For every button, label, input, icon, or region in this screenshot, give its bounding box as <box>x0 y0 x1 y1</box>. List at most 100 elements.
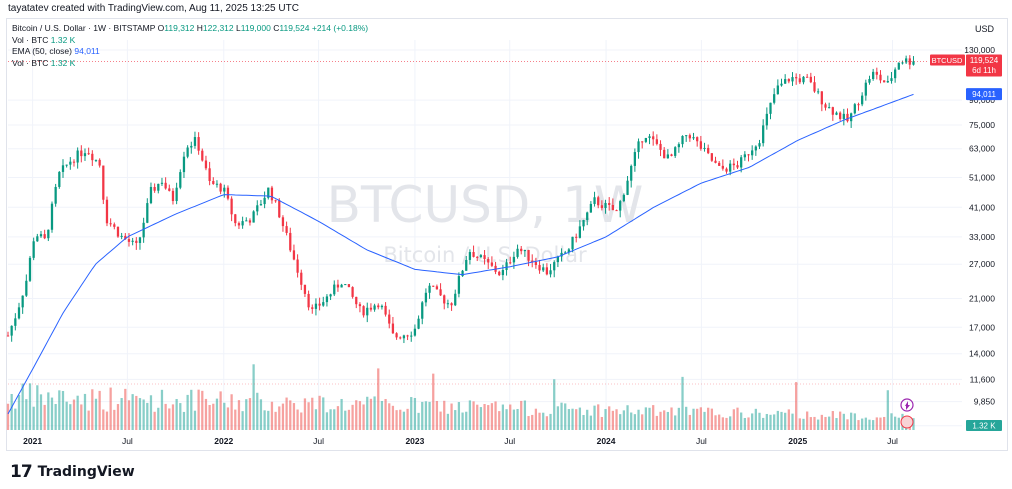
candle-body <box>446 303 450 305</box>
candle-body <box>886 81 889 83</box>
candle-body <box>531 260 534 263</box>
volume-bar <box>802 418 805 430</box>
volume-bar <box>564 403 567 430</box>
candle-body <box>263 197 266 205</box>
candle-body <box>685 135 688 137</box>
volume-bar <box>663 410 666 430</box>
candle-body <box>791 77 794 82</box>
candle-body <box>824 104 827 108</box>
candle-body <box>21 295 24 308</box>
volume-bar <box>267 410 270 430</box>
volume-bar <box>289 400 292 430</box>
candle-body <box>197 137 200 151</box>
volume-bar <box>259 399 263 430</box>
volume-bar <box>69 404 72 430</box>
volume-bar <box>736 407 739 430</box>
volume-bar <box>578 407 582 430</box>
volume-bar <box>215 398 219 430</box>
candle-body <box>248 220 252 223</box>
volume-bar <box>43 404 46 430</box>
candle-body <box>593 197 596 204</box>
candle-body <box>897 62 900 70</box>
volume-bar <box>226 407 230 430</box>
volume-bar <box>850 412 853 430</box>
candle-body <box>476 256 479 258</box>
volume-bar <box>274 411 277 430</box>
volume-bar <box>589 415 593 430</box>
volume-bar <box>146 402 149 430</box>
legend-high: 122,312 <box>202 23 234 33</box>
candle-body <box>740 157 743 168</box>
volume-bar <box>619 414 622 430</box>
x-tick-label: 2021 <box>23 436 42 446</box>
candle-body <box>91 153 94 161</box>
volume-bar <box>28 383 32 430</box>
volume-bar <box>127 400 131 430</box>
candle-body <box>311 307 314 309</box>
candle-body <box>549 270 552 275</box>
volume-bar <box>762 417 765 430</box>
flag-event-icon[interactable] <box>900 415 914 429</box>
candle-body <box>509 262 512 264</box>
candle-body <box>666 154 669 159</box>
candle-body <box>479 255 483 258</box>
flash-event-icon[interactable] <box>900 398 914 412</box>
volume-bar <box>505 409 508 430</box>
candle-body <box>28 257 32 281</box>
volume-bar <box>740 412 743 430</box>
candle-body <box>520 248 523 252</box>
volume-bar <box>479 407 483 430</box>
y-tick-label: 130,000 <box>964 45 995 55</box>
volume-bar <box>839 411 842 430</box>
candle-body <box>630 165 633 181</box>
currency-label[interactable]: USD <box>975 24 995 34</box>
candle-body <box>124 235 127 240</box>
candle-body <box>465 259 468 271</box>
candle-body <box>182 156 186 173</box>
candle-body <box>762 125 765 144</box>
volume-bar <box>94 398 98 430</box>
volume-bar <box>553 379 556 430</box>
candle-body <box>149 186 153 204</box>
volume-bar <box>776 410 779 430</box>
candle-body <box>292 250 296 260</box>
y-tick-label: 51,000 <box>969 173 995 183</box>
volume-bar <box>747 417 750 430</box>
volume-bar <box>113 409 116 430</box>
candle-body <box>846 113 849 122</box>
volume-bar <box>21 383 24 430</box>
volume-bar <box>718 414 721 430</box>
candle-body <box>861 95 864 105</box>
candle-body <box>307 293 310 308</box>
candle-body <box>186 147 189 157</box>
candle-body <box>160 182 164 184</box>
volume-bar <box>65 401 68 430</box>
candle-body <box>633 152 637 166</box>
candle-body <box>113 224 116 227</box>
volume-bar <box>688 414 691 430</box>
candle-body <box>369 307 373 310</box>
volume-bar <box>633 414 637 430</box>
candle-body <box>395 333 398 338</box>
volume-bar <box>413 397 417 430</box>
volume-bar <box>120 398 123 430</box>
candle-body <box>54 186 57 204</box>
price-badge-box <box>966 54 1002 77</box>
candle-body <box>578 226 582 238</box>
volume-bar <box>131 394 134 430</box>
volume-bar <box>721 417 724 430</box>
volume-bar <box>39 394 43 430</box>
candle-body <box>890 78 893 82</box>
volume-bar <box>512 409 516 430</box>
candle-body <box>795 77 798 79</box>
candle-body <box>505 262 508 271</box>
candle-body <box>817 91 820 93</box>
candle-body <box>274 200 277 202</box>
volume-bar <box>765 413 768 430</box>
candle-body <box>373 305 376 310</box>
y-tick-label: 27,000 <box>969 259 995 269</box>
x-tick-label: 2025 <box>788 436 807 446</box>
candle-body <box>135 240 138 243</box>
volume-bar <box>329 409 332 430</box>
